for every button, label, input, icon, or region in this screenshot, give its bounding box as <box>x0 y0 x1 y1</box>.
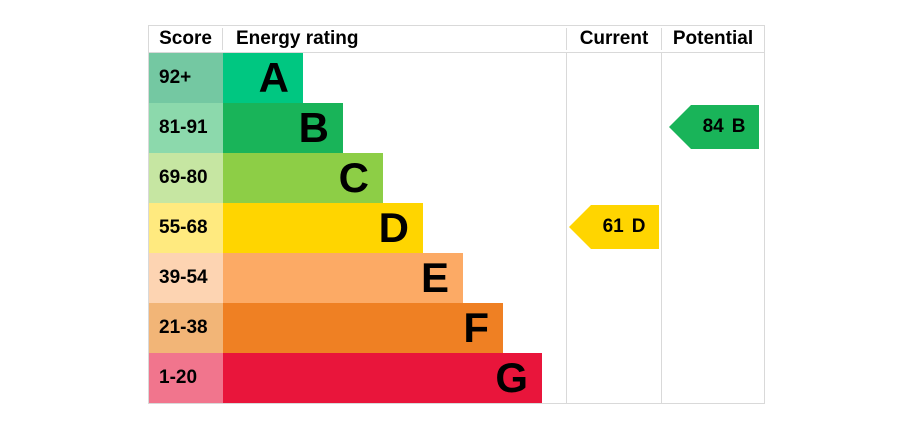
current-rating-band: D <box>631 216 646 237</box>
band-bar-e: E <box>223 253 463 303</box>
score-range-a: 92+ <box>149 53 223 103</box>
rating-cell-c: C <box>223 153 566 203</box>
band-letter-g: G <box>495 354 528 401</box>
rating-cell-e: E <box>223 253 566 303</box>
band-row-d: 55-68 D <box>149 203 764 253</box>
potential-cell-g <box>661 353 764 403</box>
current-rating-arrow: 61 D <box>569 205 659 249</box>
current-cell-b <box>566 103 661 153</box>
band-bar-d: D <box>223 203 423 253</box>
potential-rating-arrow: 84 B <box>669 105 759 149</box>
table-header-row: Score Energy rating Current Potential <box>149 26 764 53</box>
band-letter-c: C <box>338 154 369 201</box>
band-bar-g: G <box>223 353 542 403</box>
score-range-d: 55-68 <box>149 203 223 253</box>
column-header-current: Current <box>566 28 661 50</box>
band-bar-c: C <box>223 153 383 203</box>
current-cell-d <box>566 203 661 253</box>
score-range-g: 1-20 <box>149 353 223 403</box>
band-letter-a: A <box>258 54 289 101</box>
current-rating-value: 61 <box>602 216 624 237</box>
rating-cell-d: D <box>223 203 566 253</box>
band-row-a: 92+ A <box>149 53 764 103</box>
column-header-energy-rating: Energy rating <box>236 28 359 49</box>
rating-cell-f: F <box>223 303 566 353</box>
band-row-e: 39-54 E <box>149 253 764 303</box>
score-range-b: 81-91 <box>149 103 223 153</box>
band-letter-f: F <box>463 304 489 351</box>
band-row-c: 69-80 C <box>149 153 764 203</box>
band-letter-d: D <box>378 204 409 251</box>
score-range-f: 21-38 <box>149 303 223 353</box>
potential-cell-c <box>661 153 764 203</box>
band-letter-b: B <box>298 104 329 151</box>
band-row-b: 81-91 B <box>149 103 764 153</box>
rating-cell-g: G <box>223 353 566 403</box>
potential-cell-b <box>661 103 764 153</box>
energy-rating-table: Score Energy rating Current Potential 92… <box>148 25 765 404</box>
potential-cell-e <box>661 253 764 303</box>
potential-rating-band: B <box>731 116 746 137</box>
potential-rating-value: 84 <box>702 116 724 137</box>
potential-cell-f <box>661 303 764 353</box>
potential-cell-d <box>661 203 764 253</box>
current-cell-c <box>566 153 661 203</box>
band-letter-e: E <box>420 254 449 301</box>
band-bar-a: A <box>223 53 303 103</box>
current-cell-g <box>566 353 661 403</box>
band-row-f: 21-38 F <box>149 303 764 353</box>
rating-cell-b: B <box>223 103 566 153</box>
score-range-c: 69-80 <box>149 153 223 203</box>
current-cell-e <box>566 253 661 303</box>
current-cell-f <box>566 303 661 353</box>
band-bar-b: B <box>223 103 343 153</box>
column-header-score: Score <box>149 28 223 50</box>
potential-cell-a <box>661 53 764 103</box>
band-row-g: 1-20 G <box>149 353 764 403</box>
rating-cell-a: A <box>223 53 566 103</box>
current-cell-a <box>566 53 661 103</box>
band-bar-f: F <box>223 303 503 353</box>
column-header-potential: Potential <box>661 28 764 50</box>
score-range-e: 39-54 <box>149 253 223 303</box>
